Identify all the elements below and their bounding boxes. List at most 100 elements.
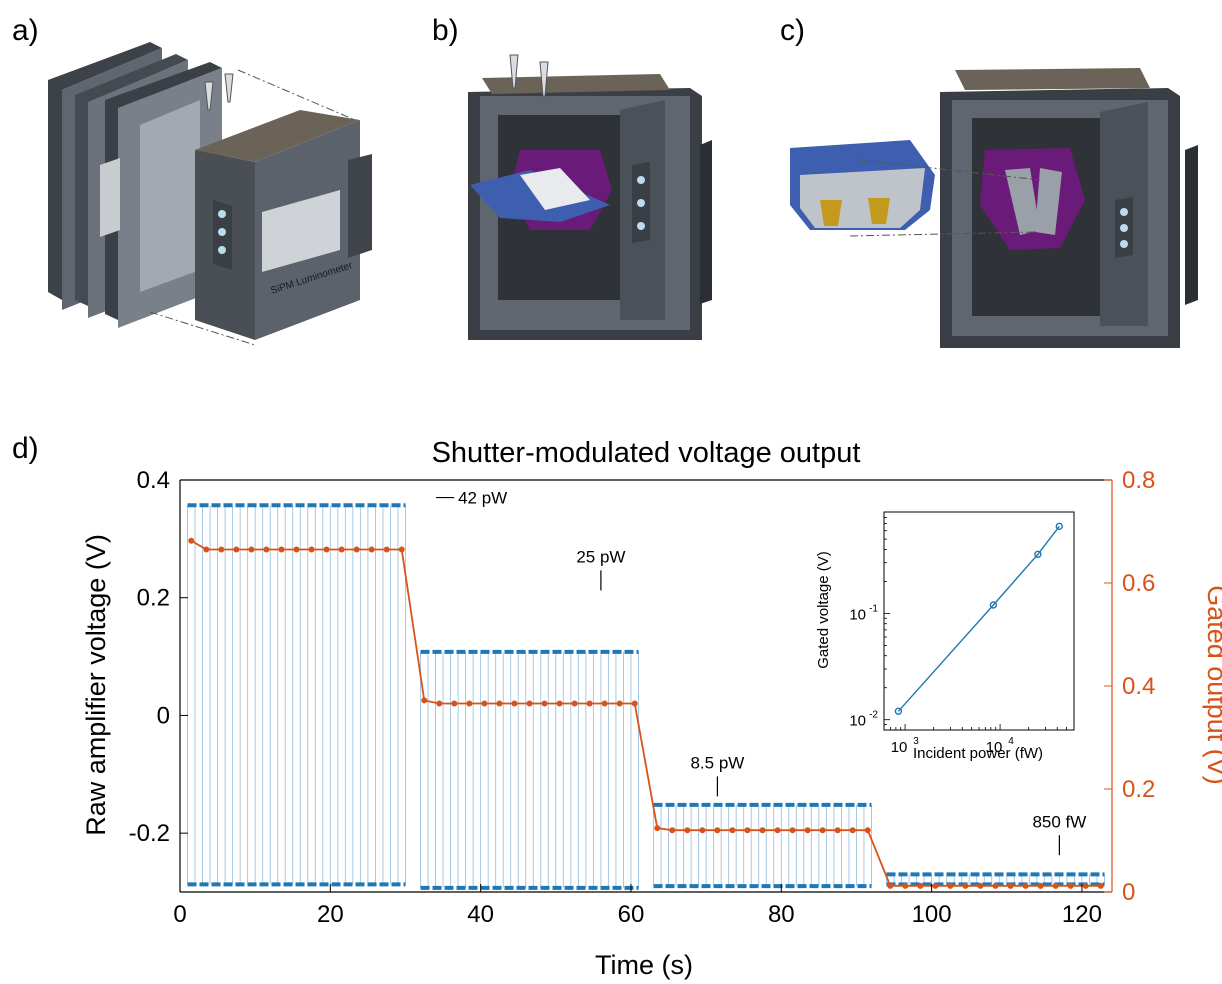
- gated-point: [526, 700, 533, 707]
- gated-point: [654, 825, 661, 832]
- y2-axis-label: Gated output (V): [1202, 585, 1222, 785]
- y-tick-label: 0: [157, 702, 170, 729]
- panel-label-b: b): [432, 14, 459, 47]
- gated-point: [932, 882, 939, 889]
- gated-point: [759, 827, 766, 834]
- gated-point: [398, 546, 405, 553]
- inset-y-label: Gated voltage (V): [815, 551, 832, 669]
- gated-point: [436, 700, 443, 707]
- inset-x-tick-exponent: 3: [913, 736, 919, 747]
- gated-point: [917, 882, 924, 889]
- y-tick-label: -0.2: [129, 820, 170, 847]
- x-tick-label: 100: [912, 901, 952, 928]
- gated-point: [353, 546, 360, 553]
- x-tick-label: 40: [467, 901, 494, 928]
- inset-x-tick-label: 10: [891, 739, 908, 756]
- gated-point: [323, 546, 330, 553]
- gated-point: [992, 882, 999, 889]
- chart-title: Shutter-modulated voltage output: [432, 437, 861, 469]
- gated-point: [293, 546, 300, 553]
- x-tick-label: 80: [768, 901, 795, 928]
- gated-point: [616, 700, 623, 707]
- gated-point: [368, 546, 375, 553]
- device-with-insert-view: [468, 54, 712, 340]
- inset-point: [1055, 522, 1063, 531]
- gated-point: [804, 827, 811, 834]
- inset-y-tick-label: 10: [849, 606, 866, 623]
- gated-point: [481, 700, 488, 707]
- gated-point: [218, 546, 225, 553]
- power-annotation: 8.5 pW: [690, 753, 744, 772]
- main-plot-area: 0 20 40 60 80 100 120 -0.2 0 0.2 0.4 0 0.2 0.4 0.6 0.8 4…: [129, 467, 1156, 928]
- gated-point: [203, 546, 210, 553]
- gated-point: [556, 700, 563, 707]
- gated-point: [586, 700, 593, 707]
- gated-point: [864, 827, 871, 834]
- gated-point: [977, 882, 984, 889]
- panel-label-d: d): [12, 432, 39, 465]
- device-exploded-view: SiPM Luminometer: [48, 42, 372, 346]
- gated-point: [308, 546, 315, 553]
- inset-point: [1034, 550, 1042, 558]
- gated-point: [1052, 882, 1059, 889]
- device-insert-detail-view: [790, 68, 1198, 348]
- panel-label-a: a): [12, 14, 39, 47]
- y2-tick-label: 0.8: [1122, 467, 1155, 494]
- inset-plot: 10 3 10 410 -210 -1: [849, 511, 1075, 756]
- inset-point: [989, 601, 998, 609]
- y2-tick-label: 0.6: [1122, 570, 1155, 597]
- gated-point: [902, 882, 909, 889]
- gated-point: [571, 700, 578, 707]
- gated-point: [1007, 882, 1014, 889]
- gated-point: [631, 700, 638, 707]
- inset-y-tick-label: 10: [849, 713, 866, 730]
- gated-point: [541, 700, 548, 707]
- voltage-chart: Shutter-modulated voltage output 0 20 40 60…: [81, 437, 1222, 980]
- inset-x-label: Incident power (fW): [913, 745, 1043, 762]
- y2-tick-label: 0.4: [1122, 673, 1155, 700]
- y2-tick-label: 0.2: [1122, 776, 1155, 803]
- gated-point: [729, 827, 736, 834]
- gated-point: [1082, 882, 1089, 889]
- gated-point: [714, 827, 721, 834]
- inset-series-line: [897, 525, 1060, 712]
- x-tick-label: 0: [173, 901, 186, 928]
- gated-point: [338, 546, 345, 553]
- gated-point: [947, 882, 954, 889]
- gated-point: [1022, 882, 1029, 889]
- gated-point: [601, 700, 608, 707]
- gated-point: [511, 700, 518, 707]
- gated-point: [278, 546, 285, 553]
- gated-point: [451, 700, 458, 707]
- inset-x-tick-exponent: 4: [1008, 736, 1014, 747]
- gated-point: [887, 882, 894, 889]
- gated-point: [263, 546, 270, 553]
- inset-x-tick-label: 10: [986, 739, 1003, 756]
- x-tick-label: 60: [618, 901, 645, 928]
- inset-y-tick-exponent: -1: [869, 603, 878, 614]
- gated-point: [684, 827, 691, 834]
- inset-point: [894, 707, 903, 715]
- gated-point: [1037, 882, 1044, 889]
- panel-label-c: c): [780, 14, 805, 47]
- gated-point: [421, 697, 428, 704]
- power-annotation: 25 pW: [576, 547, 625, 566]
- gated-point: [834, 827, 841, 834]
- gated-point: [383, 546, 390, 553]
- x-tick-label: 20: [317, 901, 344, 928]
- gated-point: [774, 827, 781, 834]
- gated-point: [466, 700, 473, 707]
- x-axis-label: Time (s): [595, 950, 693, 980]
- gated-point: [496, 700, 503, 707]
- gated-point: [1067, 882, 1074, 889]
- gated-point: [1097, 882, 1104, 889]
- gated-point: [699, 827, 706, 834]
- gated-point: [962, 882, 969, 889]
- power-annotation: 42 pW: [458, 489, 507, 508]
- y-tick-label: 0.2: [137, 585, 170, 612]
- gated-point: [789, 827, 796, 834]
- gated-point: [744, 827, 751, 834]
- gated-point: [849, 827, 856, 834]
- inset-y-tick-exponent: -2: [869, 710, 878, 721]
- gated-point: [248, 546, 255, 553]
